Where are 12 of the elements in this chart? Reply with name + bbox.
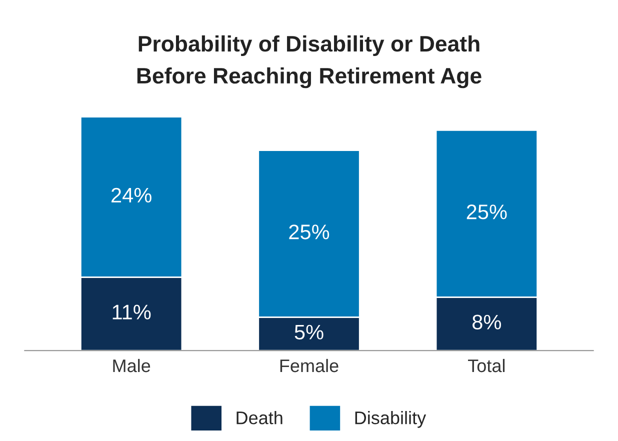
legend-label: Death [236, 411, 282, 424]
x-tick-label: Female [280, 358, 338, 372]
data-label: 24% [112, 188, 152, 203]
data-label: 25% [289, 224, 330, 240]
data-label: 11% [112, 304, 151, 320]
chart-title: Probability of Disability or Death Before Reaching Retirement Age [137, 35, 482, 88]
data-label: 8% [472, 314, 501, 330]
data-label: 25% [466, 204, 507, 220]
legend-label: Disability [355, 411, 426, 428]
data-label: 5% [294, 324, 324, 340]
x-tick-label: Male [113, 358, 150, 372]
x-tick-label: Total [468, 358, 505, 372]
